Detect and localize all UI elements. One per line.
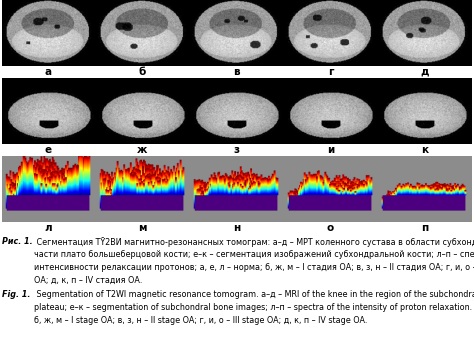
Text: Fig. 1.: Fig. 1. <box>2 290 33 299</box>
Text: Рис. 1.: Рис. 1. <box>2 237 35 246</box>
Text: л: л <box>45 223 52 233</box>
Text: в: в <box>233 67 240 77</box>
Text: части плато большеберцовой кости; е–к – сегментация изображений субхондральной к: части плато большеберцовой кости; е–к – … <box>34 250 474 259</box>
Text: е: е <box>45 145 52 155</box>
Text: п: п <box>421 223 428 233</box>
Text: и: и <box>327 145 334 155</box>
Text: д: д <box>420 67 429 77</box>
Text: г: г <box>328 67 333 77</box>
Text: ОА; д, к, п – IV стадия ОА.: ОА; д, к, п – IV стадия ОА. <box>34 276 142 285</box>
Text: б, ж, м – I stage OA; в, з, н – II stage OA; г, и, о – III stage OA; д, к, п – I: б, ж, м – I stage OA; в, з, н – II stage… <box>34 316 367 325</box>
Text: ж: ж <box>137 145 148 155</box>
Text: б: б <box>139 67 146 77</box>
Text: Segmentation of T2WI magnetic resonance tomogram. а–д – MRI of the knee in the r: Segmentation of T2WI magnetic resonance … <box>34 290 474 299</box>
Text: о: о <box>327 223 334 233</box>
Text: а: а <box>45 67 52 77</box>
Text: к: к <box>421 145 428 155</box>
Text: м: м <box>138 223 147 233</box>
Text: з: з <box>234 145 239 155</box>
Text: plateau; е–к – segmentation of subchondral bone images; л–п – spectra of the int: plateau; е–к – segmentation of subchondr… <box>34 303 474 311</box>
Text: н: н <box>233 223 240 233</box>
Text: Сегментация ТȲ2ВИ магнитно-резонансных томограм: а–д – МРТ коленного сустава в о: Сегментация ТȲ2ВИ магнитно-резонансных т… <box>34 237 474 247</box>
Text: интенсивности релаксации протонов; а, е, л – норма; б, ж, м – I стадия ОА; в, з,: интенсивности релаксации протонов; а, е,… <box>34 263 474 272</box>
